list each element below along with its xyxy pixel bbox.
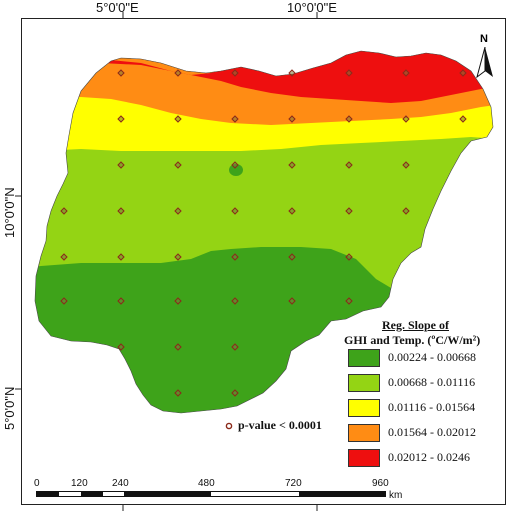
legend-label-1: 0.00224 - 0.00668 bbox=[388, 350, 476, 364]
grid-point bbox=[174, 253, 182, 261]
scale-tick-240: 240 bbox=[112, 478, 129, 489]
legend-swatch-1 bbox=[348, 349, 380, 367]
legend-title-line2: GHI and Temp. (ºC/W/m²) bbox=[344, 333, 481, 347]
grid-point bbox=[174, 115, 182, 123]
grid-point bbox=[231, 161, 239, 169]
pvalue-label: p-value < 0.0001 bbox=[238, 418, 322, 432]
scale-seg-3 bbox=[81, 492, 103, 496]
grid-point bbox=[174, 161, 182, 169]
legend-swatch-5 bbox=[348, 449, 380, 467]
scale-seg-7 bbox=[299, 492, 386, 496]
grid-point bbox=[231, 389, 239, 397]
grid-point bbox=[231, 297, 239, 305]
grid-point bbox=[231, 253, 239, 261]
country-outline bbox=[34, 50, 494, 414]
grid-point bbox=[117, 343, 125, 351]
grid-point bbox=[117, 253, 125, 261]
scale-seg-1 bbox=[37, 492, 59, 496]
legend-swatch-2 bbox=[348, 374, 380, 392]
grid-point bbox=[231, 115, 239, 123]
grid-point bbox=[345, 115, 353, 123]
zone-patch-small bbox=[229, 164, 243, 176]
map-canvas[interactable] bbox=[22, 19, 506, 505]
legend-label-5: 0.02012 - 0.0246 bbox=[388, 450, 470, 464]
scale-tick-0: 0 bbox=[34, 478, 40, 489]
scale-tick-120: 120 bbox=[71, 478, 88, 489]
legend-item-2: 0.00668 - 0.01116 bbox=[348, 374, 498, 392]
grid-point bbox=[60, 207, 68, 215]
grid-point bbox=[345, 253, 353, 261]
grid-point bbox=[402, 161, 410, 169]
grid-point bbox=[288, 115, 296, 123]
legend-item-4: 0.01564 - 0.02012 bbox=[348, 424, 498, 442]
legend-title-line1: Reg. Slope of bbox=[382, 318, 449, 332]
grid-point bbox=[231, 343, 239, 351]
grid-point bbox=[345, 207, 353, 215]
grid-point bbox=[459, 69, 467, 77]
legend-label-3: 0.01116 - 0.01564 bbox=[388, 400, 476, 414]
scale-unit: km bbox=[389, 490, 403, 501]
legend-label-4: 0.01564 - 0.02012 bbox=[388, 425, 476, 439]
grid-point bbox=[288, 69, 296, 77]
legend-label-2: 0.00668 - 0.01116 bbox=[388, 375, 476, 389]
legend-item-3: 0.01116 - 0.01564 bbox=[348, 399, 498, 417]
grid-point bbox=[345, 69, 353, 77]
map-frame: N Reg. Slope of GHI and Temp. (ºC/W/m²) … bbox=[21, 18, 506, 505]
scale-seg-5 bbox=[124, 492, 211, 496]
legend-swatch-4 bbox=[348, 424, 380, 442]
grid-point bbox=[174, 207, 182, 215]
scale-tick-720: 720 bbox=[285, 478, 302, 489]
north-label: N bbox=[480, 33, 488, 45]
grid-point bbox=[174, 69, 182, 77]
grid-point bbox=[402, 115, 410, 123]
grid-point bbox=[288, 161, 296, 169]
grid-point bbox=[402, 69, 410, 77]
grid-point bbox=[402, 207, 410, 215]
grid-point bbox=[174, 389, 182, 397]
grid-point bbox=[459, 115, 467, 123]
grid-point bbox=[117, 297, 125, 305]
north-arrow-icon bbox=[476, 47, 493, 79]
scale-tick-480: 480 bbox=[198, 478, 215, 489]
lon-label-10e: 10°0'0"E bbox=[287, 0, 337, 15]
grid-point bbox=[117, 207, 125, 215]
grid-point bbox=[231, 69, 239, 77]
grid-point bbox=[117, 69, 125, 77]
legend-swatch-3 bbox=[348, 399, 380, 417]
grid-point bbox=[60, 297, 68, 305]
lon-label-5e: 5°0'0"E bbox=[96, 0, 139, 15]
grid-point bbox=[174, 297, 182, 305]
significance-points bbox=[60, 69, 467, 397]
legend-item-5: 0.02012 - 0.0246 bbox=[348, 449, 498, 467]
scale-tick-960: 960 bbox=[372, 478, 389, 489]
grid-point bbox=[231, 207, 239, 215]
scale-bar bbox=[36, 491, 386, 497]
grid-point bbox=[174, 343, 182, 351]
pvalue-marker-icon bbox=[225, 422, 233, 430]
grid-point bbox=[288, 297, 296, 305]
legend-item-1: 0.00224 - 0.00668 bbox=[348, 349, 498, 367]
grid-point bbox=[288, 253, 296, 261]
grid-point bbox=[60, 253, 68, 261]
grid-point bbox=[117, 161, 125, 169]
grid-point bbox=[288, 207, 296, 215]
grid-point bbox=[117, 115, 125, 123]
grid-point bbox=[345, 297, 353, 305]
grid-point bbox=[345, 161, 353, 169]
